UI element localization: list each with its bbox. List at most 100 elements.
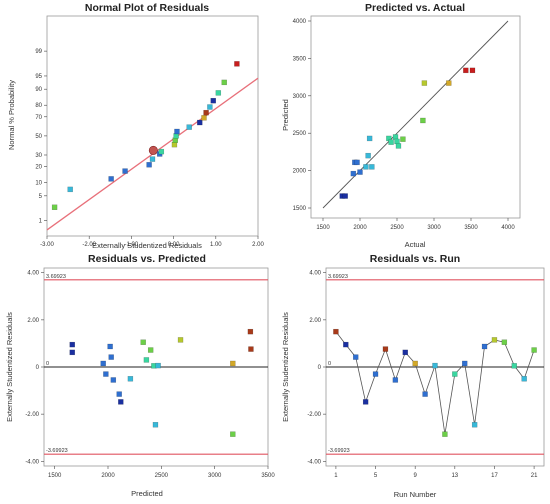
normal-plot-xtick-label: -2.00 <box>82 242 96 248</box>
residuals-vs-run-zero-label: 0 <box>328 361 331 367</box>
predicted-vs-actual-frame <box>310 15 521 219</box>
predicted-vs-actual-xlabel: Actual <box>405 240 426 249</box>
predicted-vs-actual-xtick-label: 3500 <box>464 225 478 231</box>
residuals-vs-predicted-point <box>107 343 113 350</box>
residuals-vs-predicted-limit-label: 3.69923 <box>46 274 66 280</box>
residuals-vs-predicted-point <box>108 354 114 360</box>
predicted-vs-actual-point <box>354 159 360 166</box>
residuals-vs-run-ytick-label: -4.00 <box>307 459 321 465</box>
predicted-vs-actual-ytick-label: 4000 <box>293 19 307 25</box>
predicted-vs-actual-ytick-label: 2500 <box>293 131 307 137</box>
predicted-vs-actual-ytick-label: 2000 <box>293 169 307 175</box>
normal-plot-point <box>197 119 203 126</box>
residuals-vs-run-point <box>511 363 517 369</box>
residuals-vs-predicted-point <box>69 341 75 348</box>
residuals-vs-run-ytick-label: 4.00 <box>309 271 321 277</box>
residuals-vs-run-point <box>481 343 488 350</box>
residuals-vs-run-point <box>353 354 359 360</box>
residuals-vs-predicted-xtick-label: 1500 <box>48 473 62 479</box>
residuals-vs-run-limit-label: -3.69923 <box>328 448 350 454</box>
residuals-vs-run-xtick-label: 5 <box>374 473 378 479</box>
residuals-vs-run-point <box>442 431 448 437</box>
normal-plot-point <box>203 109 209 116</box>
residuals-vs-run-point <box>402 349 408 356</box>
predicted-vs-actual-xtick-label: 2000 <box>353 225 367 231</box>
residuals-vs-run-ytick-label: -2.00 <box>307 412 321 418</box>
normal-plot-ytick-label: 95 <box>35 74 42 80</box>
residuals-vs-predicted-xtick-label: 2000 <box>101 473 115 479</box>
residuals-vs-predicted-ytick-label: 2.00 <box>27 318 39 324</box>
residuals-vs-run-point <box>343 341 349 348</box>
normal-plot-point <box>158 148 165 155</box>
residuals-vs-predicted-limit-label: -3.69923 <box>46 448 68 454</box>
normal-plot-ytick-label: 30 <box>35 153 42 159</box>
residuals-vs-run-point <box>432 362 438 369</box>
normal-plot-frame <box>46 15 259 237</box>
residuals-vs-predicted-point <box>118 399 124 405</box>
residuals-vs-run-ylabel: Externally Studentized Residuals <box>281 312 290 422</box>
normal-plot-ytick-label: 99 <box>35 49 42 55</box>
residuals-vs-predicted-xtick-label: 3000 <box>208 473 222 479</box>
predicted-vs-actual-point <box>366 135 373 142</box>
predicted-vs-actual-ytick-label: 3500 <box>293 56 307 62</box>
predicted-vs-actual-point <box>365 152 371 159</box>
residuals-vs-run-point <box>422 391 428 397</box>
predicted-vs-actual-panel: Predicted vs. Actual Actual Predicted 15… <box>281 2 521 249</box>
normal-plot-xtick-label: 2.00 <box>252 242 264 248</box>
residuals-vs-run-xtick-label: 13 <box>451 473 458 479</box>
predicted-vs-actual-xtick-label: 2500 <box>390 225 404 231</box>
normal-plot-ytick-label: 10 <box>35 181 42 187</box>
normal-plot-ytick-label: 70 <box>35 115 42 121</box>
normal-plot-xtick-label: -1.00 <box>125 242 139 248</box>
normal-plot-point <box>234 61 240 67</box>
normal-plot-xlabel: Externally Studentized Residuals <box>92 241 202 250</box>
residuals-vs-predicted-point <box>140 339 146 345</box>
predicted-vs-actual-ylabel: Predicted <box>281 99 290 131</box>
residuals-vs-run-xlabel: Run Number <box>394 490 437 499</box>
normal-plot-point <box>51 204 58 210</box>
predicted-vs-actual-xtick-label: 1500 <box>316 225 330 231</box>
residuals-vs-predicted-point <box>147 347 154 353</box>
residuals-vs-run-point <box>462 360 468 367</box>
normal-plot-point <box>122 168 128 174</box>
normal-plot-point <box>146 162 152 168</box>
predicted-vs-actual-point <box>394 138 400 145</box>
predicted-vs-actual-identity-line <box>322 20 509 209</box>
residuals-vs-run-point <box>382 346 389 352</box>
residuals-vs-predicted-xtick-label: 3500 <box>261 473 275 479</box>
normal-plot-point <box>210 97 216 104</box>
normal-plot-xtick-label: 1.00 <box>210 242 222 248</box>
normal-plot-point <box>149 156 156 162</box>
residuals-vs-run-point <box>531 347 537 353</box>
residuals-vs-predicted-ylabel: Externally Studentized Residuals <box>5 312 14 422</box>
residuals-vs-predicted-point <box>155 362 161 369</box>
residuals-vs-run-point <box>412 360 418 367</box>
normal-plot-point <box>215 90 222 96</box>
residuals-vs-predicted-point <box>230 431 236 437</box>
predicted-vs-actual-xtick-label: 3000 <box>427 225 441 231</box>
residuals-vs-run-xtick-label: 17 <box>491 473 498 479</box>
normal-plot-point <box>186 124 192 130</box>
residuals-vs-predicted-zero-label: 0 <box>46 361 49 367</box>
residuals-vs-predicted-title: Residuals vs. Predicted <box>88 253 206 265</box>
predicted-vs-actual-point <box>395 143 402 149</box>
residuals-vs-predicted-ytick-label: 4.00 <box>27 271 39 277</box>
normal-plot-ytick-label: 1 <box>39 219 43 225</box>
residuals-vs-run-ytick-label: 0 <box>318 365 322 371</box>
residuals-vs-run-point <box>362 399 369 405</box>
residuals-vs-predicted-xlabel: Predicted <box>131 489 163 498</box>
normal-plot-xtick-label: -3.00 <box>40 242 54 248</box>
residuals-vs-run-title: Residuals vs. Run <box>370 253 460 265</box>
predicted-vs-actual-point <box>446 80 452 86</box>
residuals-vs-predicted-point <box>177 337 184 343</box>
predicted-vs-actual-xtick-label: 4000 <box>501 225 515 231</box>
normal-plot-point <box>174 128 180 135</box>
normal-plot-highlighted-point <box>148 145 158 155</box>
residuals-vs-run-point <box>372 371 379 377</box>
residuals-vs-run-point <box>333 328 339 335</box>
residuals-vs-predicted-ytick-label: -4.00 <box>25 459 39 465</box>
normal-plot-ytick-label: 20 <box>35 165 42 171</box>
residuals-vs-predicted-ytick-label: 0 <box>36 365 40 371</box>
residuals-vs-run-point <box>392 377 399 383</box>
